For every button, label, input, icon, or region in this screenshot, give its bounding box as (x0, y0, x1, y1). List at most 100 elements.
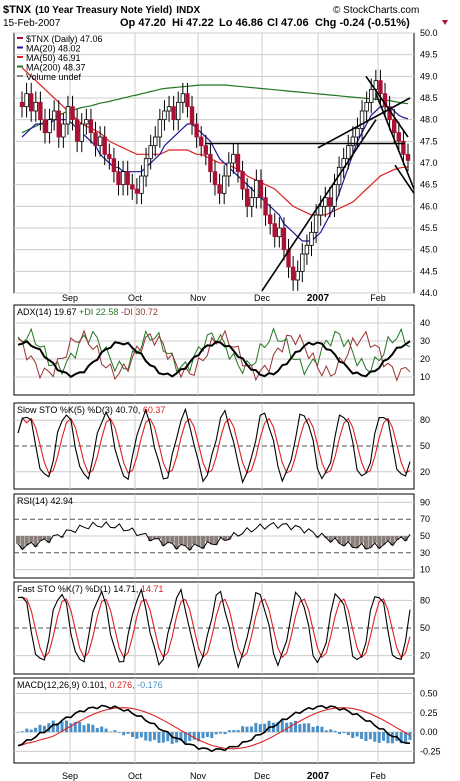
macd-histogram-bar (20, 731, 24, 733)
macd-histogram-bar (108, 731, 112, 733)
candle-body (304, 244, 310, 255)
candle-body (157, 119, 163, 138)
macd-histogram-bar (329, 729, 333, 733)
sto-d-line (17, 417, 411, 474)
macd-histogram-bar (346, 732, 350, 736)
macd-histogram-bar (227, 730, 231, 733)
candle-body (258, 179, 264, 199)
macd-histogram-bar (100, 726, 104, 733)
macd-histogram-bar (293, 720, 297, 733)
macd-histogram-bar (399, 732, 403, 744)
macd-histogram-bar (205, 732, 209, 737)
macd-histogram-bar (157, 732, 161, 743)
macd-histogram-bar (131, 732, 135, 738)
candle-body (254, 179, 259, 199)
candle-body (263, 197, 268, 216)
macd-line (17, 704, 411, 753)
adx-panel-frame (13, 304, 415, 396)
y-tick-label: 30 (420, 336, 430, 346)
candle-body (120, 171, 126, 186)
candle-body (65, 106, 71, 125)
candle-body (51, 110, 57, 121)
y-tick-label: 80 (420, 415, 430, 425)
candle-body (295, 270, 300, 281)
macd-histogram-bar (56, 722, 60, 733)
legend-daily-swatch (17, 37, 23, 39)
y-tick-label: 49.0 (420, 71, 438, 81)
y-tick-label: 10 (420, 565, 430, 575)
candle-body (240, 171, 245, 190)
macd-histogram-bar (219, 732, 223, 734)
x-tick-label: 2007 (307, 293, 330, 304)
candle-body (47, 119, 52, 134)
candle-body (84, 119, 89, 125)
rsi-panel-label: RSI(14) 42.94 (17, 496, 73, 506)
macd-histogram-bar (135, 732, 139, 739)
candle-body (290, 266, 296, 281)
y-tick-label: 45.5 (420, 223, 438, 233)
ma20-line (21, 106, 409, 242)
macd-histogram-bar (408, 732, 412, 740)
candle-body (125, 171, 130, 186)
macd-histogram-bar (144, 732, 148, 741)
candle-body (355, 127, 360, 138)
macd-histogram-bar (183, 732, 187, 744)
candle-body (277, 227, 282, 238)
candle-body (235, 153, 241, 173)
candle-body (203, 145, 209, 155)
trendline-5 (394, 164, 415, 194)
y-tick-label: 45.0 (420, 245, 438, 255)
macd-histogram-bar (285, 722, 289, 733)
macd-histogram-bar (153, 732, 157, 740)
macd-histogram-bar (201, 732, 205, 739)
macd-histogram-bar (192, 732, 196, 740)
macd-histogram-bar (170, 732, 174, 744)
macd-histogram-bar (289, 722, 293, 733)
sto-k-line (17, 407, 411, 484)
x-tick-label: Nov (190, 293, 207, 303)
candle-body (396, 132, 402, 142)
candle-body (143, 158, 149, 177)
macd-panel: -0.25 0.00 0.25 0.50 MACD(12,26,9) 0.101, 0.… (13, 677, 441, 764)
candle-body (185, 93, 190, 108)
y-tick-label: 46.0 (420, 201, 438, 211)
quote-date: 15-Feb-2007 (3, 18, 61, 29)
candle-body (318, 205, 323, 216)
macd-histogram-bar (311, 726, 315, 733)
macd-histogram-bar (69, 723, 73, 733)
candle-body (212, 171, 218, 186)
macd-histogram-bar (307, 723, 311, 733)
candle-body (401, 140, 406, 155)
x-tick-label: 2007 (307, 771, 330, 781)
macd-histogram-bar (82, 725, 86, 733)
x-tick-label: Sep (62, 293, 78, 303)
candle-body (180, 93, 186, 103)
y-tick-label: 30 (420, 548, 430, 558)
macd-histogram-bar (254, 722, 258, 733)
sto-k-line (17, 587, 411, 670)
legend-daily: $TNX (Daily) 47.06 (26, 34, 103, 44)
y-tick-label: 48.0 (420, 115, 438, 125)
x-tick-label: Feb (370, 293, 386, 303)
trendline-4 (375, 93, 415, 190)
candle-body (359, 110, 365, 129)
quote-high: Hi 47.22 (172, 17, 214, 29)
legend-volume: Volume undef (26, 72, 82, 82)
candle-body (332, 184, 337, 207)
rsi-line (17, 521, 411, 551)
candle-body (19, 101, 25, 108)
macd-histogram-bar (377, 732, 381, 743)
macd-histogram-bar (324, 730, 328, 733)
candle-body (300, 253, 305, 272)
macd-histogram-bar (298, 724, 302, 733)
macd-histogram-bar (188, 732, 192, 741)
candle-body (350, 136, 356, 147)
macd-histogram-bar (223, 732, 227, 735)
price-panel: 44.0 44.5 45.0 45.5 46.0 46.5 47.0 47.5 48.0 48.5… (13, 28, 438, 298)
macd-histogram-bar (42, 725, 46, 733)
macd-histogram-bar (351, 732, 355, 738)
y-tick-label: 47.5 (420, 136, 438, 146)
slow-sto-panel-label: Slow STO %K(5) %D(3) 40.70, 60.37 (17, 405, 165, 415)
candle-body (166, 106, 172, 112)
candle-body (231, 153, 236, 164)
